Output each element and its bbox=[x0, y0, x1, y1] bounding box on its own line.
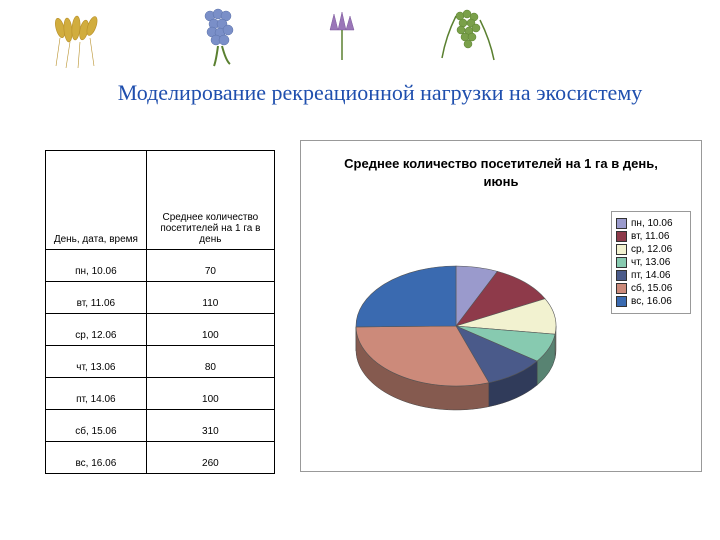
legend-swatch bbox=[616, 257, 627, 268]
legend-swatch bbox=[616, 218, 627, 229]
pie-slice bbox=[356, 266, 456, 327]
table-row: сб, 15.06310 bbox=[46, 410, 275, 442]
slide-title: Моделирование рекреационной нагрузки на … bbox=[80, 80, 680, 106]
table-cell: вт, 11.06 bbox=[46, 282, 147, 314]
legend-item: вт, 11.06 bbox=[616, 231, 686, 242]
chart-title: Среднее количество посетителей на 1 га в… bbox=[301, 155, 701, 191]
legend-label: пт, 14.06 bbox=[631, 270, 670, 281]
legend-item: пт, 14.06 bbox=[616, 270, 686, 281]
legend-item: пн, 10.06 bbox=[616, 218, 686, 229]
table-row: пн, 10.0670 bbox=[46, 250, 275, 282]
legend-item: ср, 12.06 bbox=[616, 244, 686, 255]
data-table: День, дата, время Среднее количество пос… bbox=[45, 150, 275, 474]
table-cell: ср, 12.06 bbox=[46, 314, 147, 346]
legend-item: вс, 16.06 bbox=[616, 296, 686, 307]
legend-label: сб, 15.06 bbox=[631, 283, 672, 294]
table-row: вт, 11.06110 bbox=[46, 282, 275, 314]
table-cell: вс, 16.06 bbox=[46, 442, 147, 474]
legend-label: пн, 10.06 bbox=[631, 218, 673, 229]
legend-swatch bbox=[616, 283, 627, 294]
table-cell: 310 bbox=[146, 410, 274, 442]
legend-label: чт, 13.06 bbox=[631, 257, 670, 268]
decor-strip bbox=[0, 0, 720, 80]
pie-chart: Среднее количество посетителей на 1 га в… bbox=[300, 140, 702, 472]
table-cell: сб, 15.06 bbox=[46, 410, 147, 442]
legend-item: сб, 15.06 bbox=[616, 283, 686, 294]
legend-swatch bbox=[616, 270, 627, 281]
table-cell: 100 bbox=[146, 378, 274, 410]
table-cell: чт, 13.06 bbox=[46, 346, 147, 378]
legend-swatch bbox=[616, 231, 627, 242]
table-cell: 70 bbox=[146, 250, 274, 282]
legend-label: вт, 11.06 bbox=[631, 231, 669, 242]
legend-item: чт, 13.06 bbox=[616, 257, 686, 268]
legend-swatch bbox=[616, 244, 627, 255]
table-cell: 80 bbox=[146, 346, 274, 378]
table-cell: 260 bbox=[146, 442, 274, 474]
table-cell: пт, 14.06 bbox=[46, 378, 147, 410]
table-row: чт, 13.0680 bbox=[46, 346, 275, 378]
legend-swatch bbox=[616, 296, 627, 307]
table-cell: 100 bbox=[146, 314, 274, 346]
legend-label: ср, 12.06 bbox=[631, 244, 672, 255]
table-row: пт, 14.06100 bbox=[46, 378, 275, 410]
table-row: вс, 16.06260 bbox=[46, 442, 275, 474]
legend-label: вс, 16.06 bbox=[631, 296, 672, 307]
chart-legend: пн, 10.06 вт, 11.06 ср, 12.06 чт, 13.06 пт, … bbox=[611, 211, 691, 314]
table-header-day: День, дата, время bbox=[46, 151, 147, 250]
table-header-value: Среднее количество посетителей на 1 га в… bbox=[146, 151, 274, 250]
table-cell: пн, 10.06 bbox=[46, 250, 147, 282]
table-cell: 110 bbox=[146, 282, 274, 314]
table-row: ср, 12.06100 bbox=[46, 314, 275, 346]
